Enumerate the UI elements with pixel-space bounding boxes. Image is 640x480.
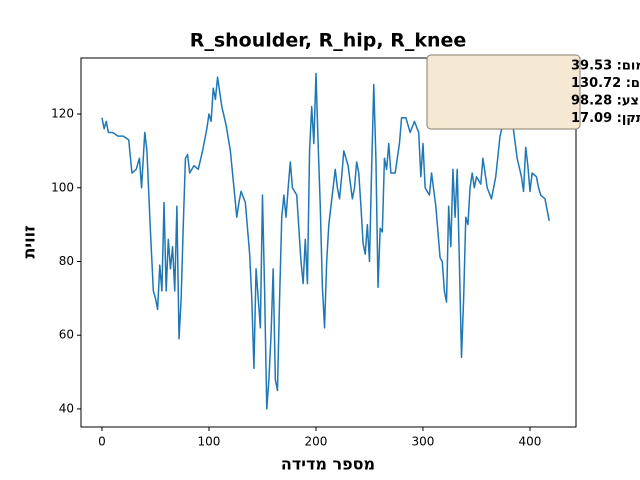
plot-frame xyxy=(80,57,577,428)
x-axis-label: מספר מדידה xyxy=(281,455,375,474)
chart-title: R_shoulder, R_hip, R_knee xyxy=(190,30,467,52)
x-tick-label: 100 xyxy=(198,435,221,449)
stats-line: סטיית תקן: 17.09 xyxy=(571,111,640,126)
y-axis-label: זווית xyxy=(20,225,39,258)
x-tick-label: 300 xyxy=(412,435,435,449)
stats-line: ממוצע: 98.28 xyxy=(571,94,640,109)
stats-line: מקסימום: 130.72 xyxy=(571,76,640,91)
data-line xyxy=(101,72,550,410)
y-tick-label: 100 xyxy=(51,180,74,194)
y-tick-label: 40 xyxy=(59,401,74,415)
x-tick-label: 0 xyxy=(98,435,106,449)
y-tick-label: 120 xyxy=(51,107,74,121)
stats-box xyxy=(426,54,581,130)
y-tick-label: 80 xyxy=(59,254,74,268)
stats-line: מינימום: 39.53 xyxy=(571,59,640,74)
y-tick-label: 60 xyxy=(59,328,74,342)
x-tick-label: 200 xyxy=(305,435,328,449)
x-tick-label: 400 xyxy=(519,435,542,449)
